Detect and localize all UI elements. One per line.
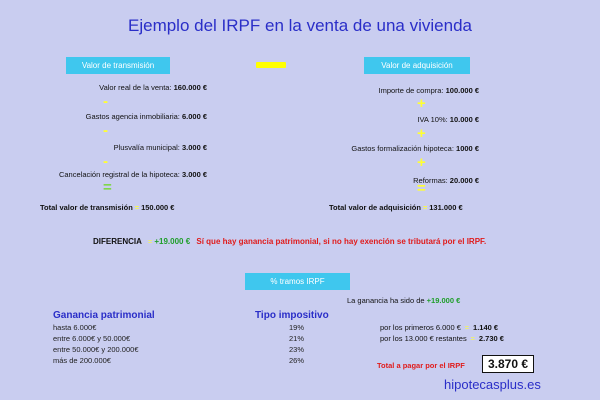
calc-line-0: por los primeros 6.000 € = 1.140 € xyxy=(380,323,499,332)
ganancia-line: La ganancia ha sido de +19.000 € xyxy=(347,296,461,305)
adquisicion-header: Valor de adquisición xyxy=(364,57,470,74)
transmision-header: Valor de transmisión xyxy=(66,57,170,74)
transmision-item-2: Plusvalía municipal: 3.000 € xyxy=(113,143,207,152)
table-row-rate: 26% xyxy=(289,356,305,365)
total-value: 3.870 € xyxy=(482,355,535,373)
transmision-item-1: Gastos agencia inmobiliaria: 6.000 € xyxy=(85,112,207,121)
transmision-item-0: Valor real de la venta: 160.000 € xyxy=(99,83,207,92)
minus-sign: - xyxy=(103,153,108,170)
adquisicion-item-1: IVA 10%: 10.000 € xyxy=(417,115,479,124)
equals-sign: = xyxy=(417,180,426,197)
minus-bar xyxy=(256,62,286,68)
calc-line-1: por los 13.000 € restantes = 2.730 € xyxy=(380,334,504,343)
table-row-range: hasta 6.000€ xyxy=(53,323,97,332)
site-link[interactable]: hipotecasplus.es xyxy=(444,377,541,392)
plus-sign: + xyxy=(417,125,426,142)
minus-sign: - xyxy=(103,122,108,139)
adquisicion-total: Total valor de adquisición = 131.000 € xyxy=(329,203,463,212)
col-tipo-title: Tipo impositivo xyxy=(255,310,329,321)
transmision-total: Total valor de transmisión = 150.000 € xyxy=(40,203,175,212)
adquisicion-item-3: Reformas: 20.000 € xyxy=(413,176,479,185)
transmision-item-3: Cancelación registral de la hipoteca: 3.… xyxy=(58,170,207,179)
page-title: Ejemplo del IRPF en la venta de una vivi… xyxy=(128,16,472,35)
table-row-range: entre 50.000€ y 200.000€ xyxy=(53,345,139,354)
col-ganancia-title: Ganancia patrimonial xyxy=(53,310,155,321)
table-row-rate: 19% xyxy=(289,323,305,332)
plus-sign: + xyxy=(417,154,426,171)
plus-sign: + xyxy=(417,95,426,112)
equals-sign: = xyxy=(103,179,112,196)
adquisicion-item-2: Gastos formalización hipoteca: 1000 € xyxy=(351,144,479,153)
tramos-header: % tramos IRPF xyxy=(245,273,350,290)
table-row-rate: 21% xyxy=(289,334,305,343)
table-row-range: entre 6.000€ y 50.000€ xyxy=(53,334,131,343)
table-row-range: más de 200.000€ xyxy=(53,356,111,365)
adquisicion-item-0: Importe de compra: 100.000 € xyxy=(378,86,480,95)
table-row-rate: 23% xyxy=(289,345,305,354)
diferencia-row: DIFERENCIA = +19.000 € Sí que hay gananc… xyxy=(93,237,487,246)
total-label: Total a pagar por el IRPF xyxy=(377,361,465,370)
minus-sign: - xyxy=(103,93,108,110)
